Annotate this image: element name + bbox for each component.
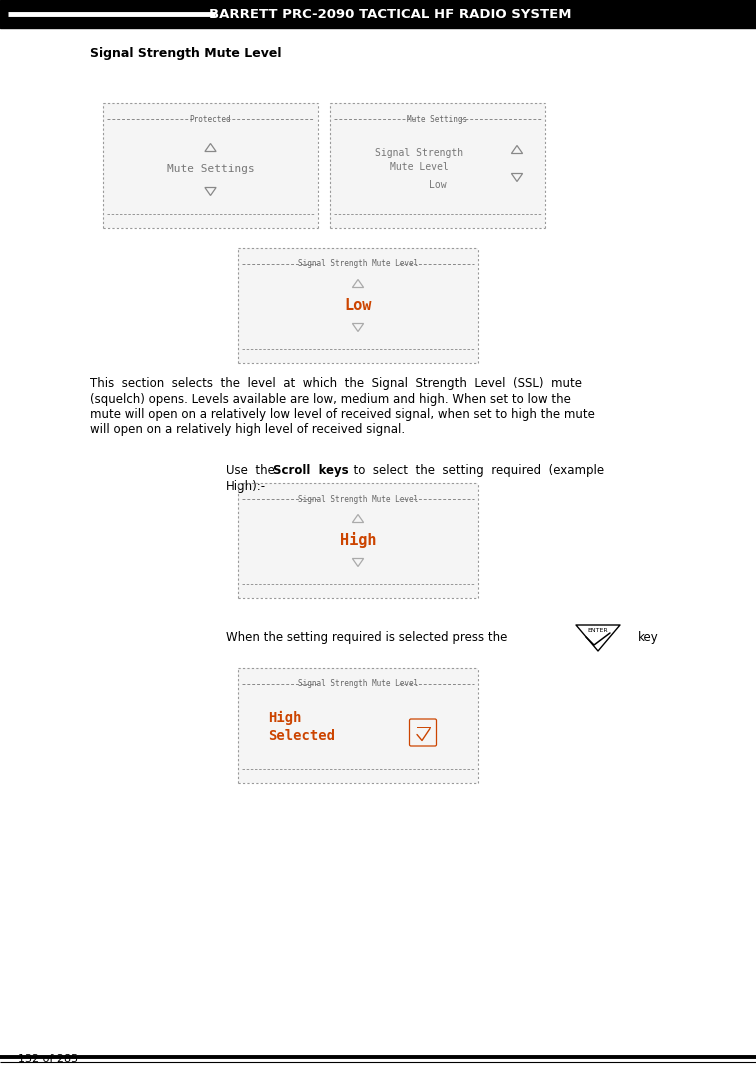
Text: High: High (268, 710, 302, 725)
Text: Selected: Selected (268, 729, 335, 743)
Text: 132 of 285: 132 of 285 (18, 1054, 78, 1064)
Text: High):-: High):- (226, 480, 266, 493)
Text: Mute Settings: Mute Settings (166, 165, 254, 174)
Polygon shape (576, 625, 620, 651)
Bar (238, 668, 478, 783)
Bar (103, 103, 318, 229)
Text: Mute Level: Mute Level (390, 162, 449, 172)
Text: When the setting required is selected press the: When the setting required is selected pr… (226, 631, 507, 644)
Text: Low: Low (429, 181, 446, 191)
Text: Low: Low (344, 298, 372, 313)
Text: mute will open on a relatively low level of received signal, when set to high th: mute will open on a relatively low level… (90, 408, 595, 421)
Text: to  select  the  setting  required  (example: to select the setting required (example (346, 464, 604, 477)
Text: Signal Strength: Signal Strength (376, 148, 463, 158)
Bar (238, 483, 478, 598)
Text: Scroll  keys: Scroll keys (273, 464, 349, 477)
Text: ENTER: ENTER (587, 628, 609, 634)
Bar (330, 103, 545, 229)
Text: Signal Strength Mute Level: Signal Strength Mute Level (298, 260, 418, 269)
Text: will open on a relatively high level of received signal.: will open on a relatively high level of … (90, 423, 405, 436)
Bar (0, 0, 756, 28)
Text: Signal Strength Mute Level: Signal Strength Mute Level (298, 495, 418, 504)
Text: Protected: Protected (190, 115, 231, 123)
Text: High: High (339, 533, 376, 548)
Text: This  section  selects  the  level  at  which  the  Signal  Strength  Level  (SS: This section selects the level at which … (90, 377, 582, 390)
Text: (squelch) opens. Levels available are low, medium and high. When set to low the: (squelch) opens. Levels available are lo… (90, 392, 571, 405)
Text: Use  the: Use the (226, 464, 283, 477)
Text: key: key (638, 631, 658, 644)
Text: BARRETT PRC-2090 TACTICAL HF RADIO SYSTEM: BARRETT PRC-2090 TACTICAL HF RADIO SYSTE… (209, 8, 572, 21)
Text: Signal Strength Mute Level: Signal Strength Mute Level (298, 679, 418, 689)
Text: Signal Strength Mute Level: Signal Strength Mute Level (90, 47, 281, 60)
Text: Mute Settings: Mute Settings (407, 115, 467, 123)
Bar (238, 248, 478, 363)
